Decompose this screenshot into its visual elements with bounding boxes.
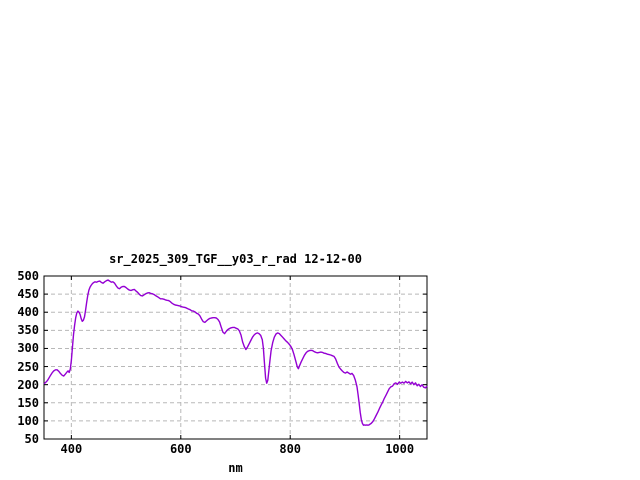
- x-axis-label: nm: [228, 461, 243, 475]
- y-tick-label: 100: [17, 413, 39, 428]
- y-tick-label: 400: [17, 305, 39, 320]
- y-tick-label: 150: [17, 395, 39, 410]
- y-tick-label: 200: [17, 377, 39, 392]
- data-curve: [43, 279, 428, 426]
- y-tick-label: 250: [17, 359, 39, 374]
- y-tick-label: 50: [24, 432, 39, 446]
- y-tick-label: 350: [17, 323, 39, 338]
- y-tick-label: 300: [17, 341, 39, 356]
- plot-border: [43, 275, 428, 440]
- y-tick-label: 450: [17, 287, 39, 302]
- chart-title: sr_2025_309_TGF__y03_r_rad 12-12-00: [109, 252, 362, 266]
- y-tick-label: 500: [17, 269, 39, 283]
- x-tick-label: 400: [60, 442, 83, 456]
- x-tick-label: 600: [169, 442, 192, 456]
- x-tick-label: 800: [279, 442, 302, 456]
- x-tick-label: 1000: [385, 442, 415, 456]
